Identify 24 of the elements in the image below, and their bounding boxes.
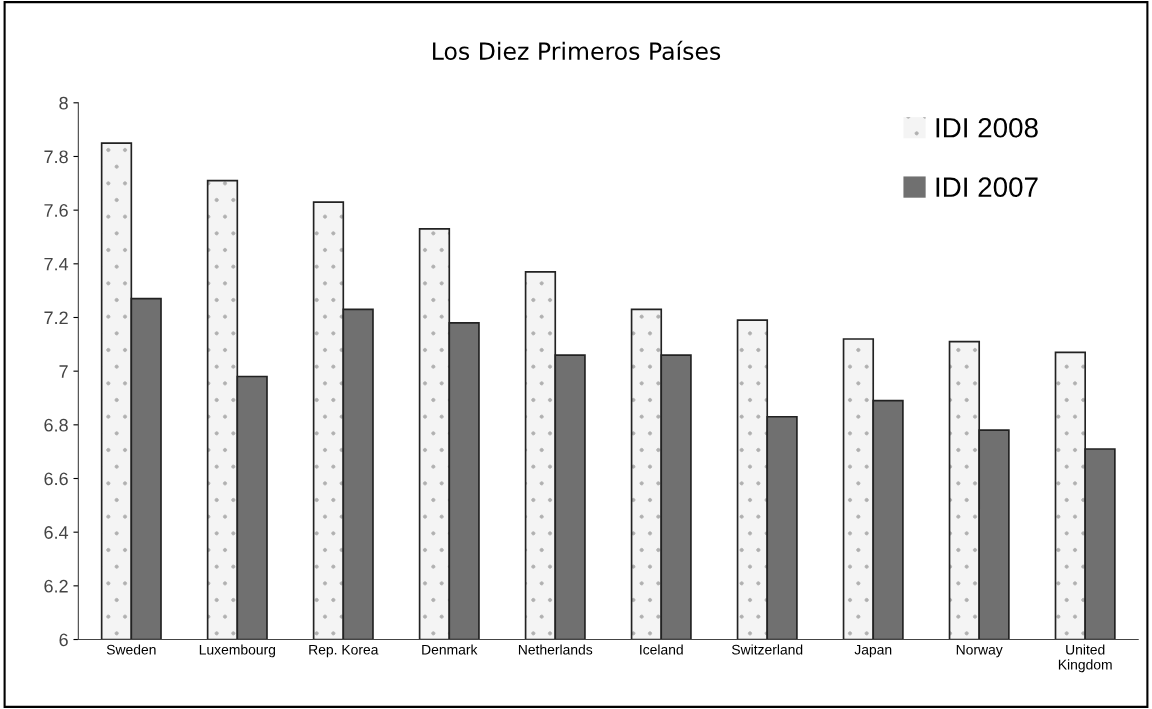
y-tick-label: 7.6 [44,204,68,217]
y-tick-label: 7.8 [44,150,68,164]
y-tick-label: 7 [59,365,68,378]
x-tick-label: Japan [854,644,892,658]
x-tick-label: Norway [956,644,1003,658]
chart-title: Los Diez Primeros Países [433,40,721,61]
x-tick-label: United Kingdom [1058,644,1112,673]
legend-label: IDI 2008 [936,117,1038,138]
y-tick-label: 7.4 [44,257,69,271]
legend-label: IDI 2007 [936,177,1038,197]
x-tick-label: Denmark [422,644,478,655]
y-tick-label: 6.4 [44,526,69,539]
x-tick-label: Iceland [640,644,683,655]
y-tick-label: 6.8 [44,418,68,432]
y-tick-label: 8 [59,96,68,110]
y-tick-label: 6.2 [44,579,68,593]
x-tick-label: Rep. Korea [309,644,379,658]
y-tick-label: 6.6 [44,472,68,486]
x-tick-label: Netherlands [518,644,593,655]
x-tick-label: Switzerland [731,644,803,655]
y-tick-label: 6 [59,633,68,647]
y-tick-label: 7.2 [44,311,68,325]
x-tick-label: Luxembourg [199,644,276,658]
x-tick-label: Sweden [106,644,156,655]
